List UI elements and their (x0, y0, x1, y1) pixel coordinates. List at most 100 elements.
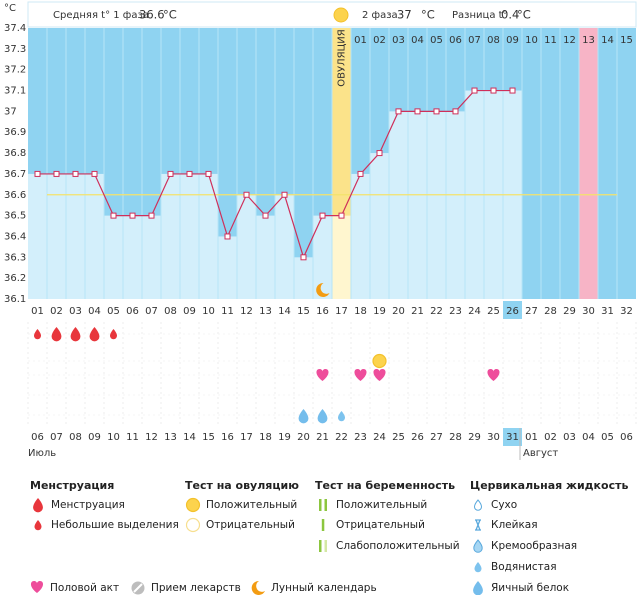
date-label: 24 (373, 432, 386, 443)
date-label: 13 (164, 432, 177, 443)
cycle-day-label: 08 (164, 306, 177, 317)
cycle-day-label: 13 (259, 306, 272, 317)
cycle-day-label: 24 (468, 306, 481, 317)
ovulation-test-icon (185, 497, 201, 513)
temperature-bar (85, 173, 104, 299)
temperature-point (471, 87, 478, 94)
temperature-bar (427, 111, 446, 299)
temperature-point (395, 108, 402, 115)
cycle-day-label: 32 (620, 306, 633, 317)
fluid-icon (474, 562, 482, 573)
date-label: 25 (392, 432, 405, 443)
cycle-day-label: 30 (582, 306, 595, 317)
drop-icon (70, 327, 81, 342)
ovulation-label: ОВУЛЯЦИЯ (337, 29, 348, 87)
icon (474, 562, 482, 573)
temperature-point (357, 170, 364, 177)
ovulation-test-icon (372, 353, 387, 369)
luteal-day-label: 13 (582, 35, 595, 46)
pregnancy-test-bar (319, 540, 322, 552)
icon (319, 499, 327, 511)
header-text: 0.4 (501, 8, 519, 22)
icon (34, 520, 42, 531)
header-text: Разница t° (452, 10, 508, 21)
icon (316, 369, 329, 381)
legend-item: Менструация (51, 499, 125, 511)
temperature-bar (256, 215, 275, 299)
cycle-day-label: 21 (411, 306, 424, 317)
legend-item: Кремообразная (491, 540, 577, 552)
icon (317, 409, 328, 424)
legend-item: Отрицательный (336, 519, 425, 531)
legend-item: Лунный календарь (271, 582, 377, 594)
luteal-day-label: 09 (506, 35, 519, 46)
y-tick-label: 36.1 (4, 294, 26, 305)
y-tick-label: 36.8 (4, 148, 26, 159)
luteal-day-label: 03 (392, 35, 405, 46)
date-label: 03 (563, 432, 576, 443)
temperature-point (243, 191, 250, 198)
date-label: 17 (240, 432, 253, 443)
temperature-point (148, 212, 155, 219)
icon (89, 327, 100, 342)
temperature-point (452, 108, 459, 115)
icon (319, 540, 327, 552)
header-text: 2 фаза (362, 10, 398, 21)
date-label: 08 (69, 432, 82, 443)
date-label: 30 (487, 432, 500, 443)
icon (185, 517, 201, 533)
icon (185, 497, 201, 513)
temperature-bar (370, 153, 389, 299)
heart-icon (373, 369, 386, 381)
date-label: 07 (50, 432, 63, 443)
temperature-bar (180, 173, 199, 299)
cycle-day-label: 04 (88, 306, 101, 317)
temperature-point (338, 212, 345, 219)
header-text: 36.6 (139, 8, 165, 22)
temperature-point (167, 170, 174, 177)
icon (321, 519, 325, 531)
temperature-point (205, 170, 212, 177)
date-label: 05 (601, 432, 614, 443)
y-tick-label: 36.2 (4, 273, 26, 284)
cycle-day-label: 25 (487, 306, 500, 317)
legend-item: Положительный (336, 499, 427, 511)
y-tick-label: 36.9 (4, 127, 26, 138)
legend-title: Цервикальная жидкость (470, 479, 628, 492)
date-label: 23 (354, 432, 367, 443)
drop-icon (51, 327, 62, 342)
fluid-icon (473, 499, 483, 511)
temperature-point (34, 170, 41, 177)
temperature-bar (104, 215, 123, 299)
icon (372, 353, 387, 369)
header-frame (27, 1, 637, 28)
temperature-bar (237, 194, 256, 299)
temperature-bar (408, 111, 427, 299)
legend-item: Положительный (206, 499, 297, 511)
y-tick-label: 36.7 (4, 169, 26, 180)
moon-icon (316, 282, 330, 297)
icon (30, 581, 44, 593)
luteal-day-label: 12 (563, 35, 576, 46)
date-label: 29 (468, 432, 481, 443)
legend-item: Водянистая (491, 561, 557, 573)
luteal-day-label: 04 (411, 35, 424, 46)
cycle-day-label: 14 (278, 306, 291, 317)
drop-icon (34, 520, 42, 531)
y-tick-label: 37.2 (4, 65, 26, 76)
date-label: 14 (183, 432, 196, 443)
temperature-point (224, 233, 231, 240)
luteal-day-label: 01 (354, 35, 367, 46)
drop-icon (89, 327, 100, 342)
legend-title: Менструация (30, 479, 114, 492)
temperature-point (433, 108, 440, 115)
icon (110, 329, 117, 340)
cycle-day-label: 15 (297, 306, 310, 317)
cycle-day-label: 07 (145, 306, 158, 317)
cycle-row (28, 299, 636, 320)
cycle-day-label: 29 (563, 306, 576, 317)
heart-icon (354, 369, 367, 381)
date-label: 16 (221, 432, 234, 443)
date-label: 27 (430, 432, 443, 443)
